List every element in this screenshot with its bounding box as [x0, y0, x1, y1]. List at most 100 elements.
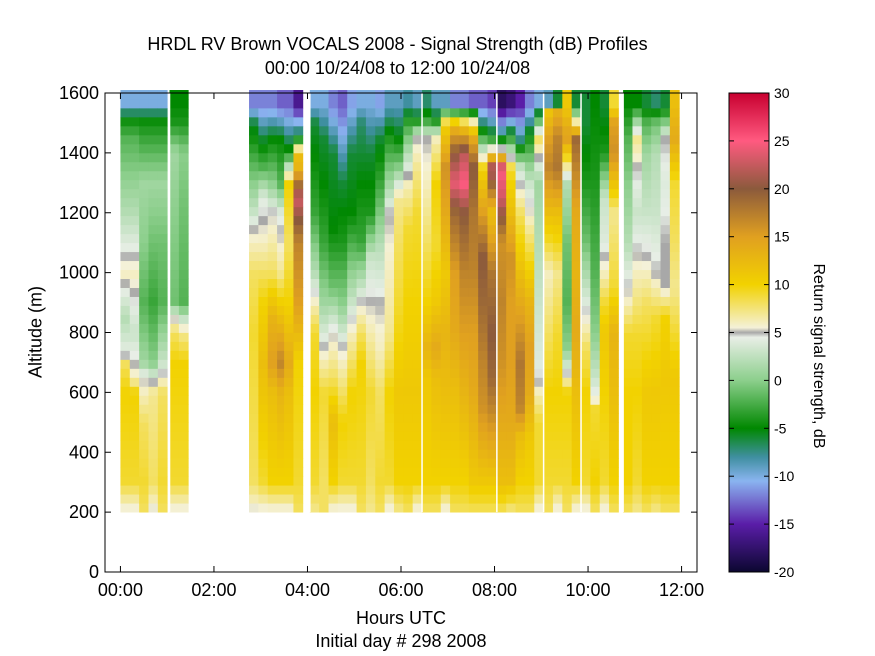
heatmap-cell	[403, 341, 414, 351]
heatmap-cell	[496, 314, 507, 324]
heatmap-cell	[412, 143, 423, 154]
heatmap-cell	[337, 152, 348, 163]
heatmap-cell	[412, 90, 423, 100]
heatmap-cell	[552, 449, 563, 459]
heatmap-cell	[328, 134, 339, 145]
heatmap-cell	[129, 449, 140, 459]
heatmap-cell	[267, 422, 278, 432]
heatmap-cell	[403, 404, 414, 414]
heatmap-cell	[431, 269, 442, 280]
heatmap-cell	[422, 161, 432, 172]
heatmap-cell	[284, 107, 294, 118]
heatmap-cell	[309, 242, 320, 253]
heatmap-cell	[375, 179, 386, 190]
heatmap-cell	[660, 188, 671, 199]
heatmap-cell	[309, 440, 320, 450]
heatmap-cell	[651, 314, 661, 324]
heatmap-cell	[365, 386, 376, 396]
heatmap-cell	[319, 467, 329, 477]
heatmap-cell	[412, 296, 423, 306]
heatmap-cell	[258, 485, 269, 495]
heatmap-cell	[148, 404, 159, 414]
heatmap-cell	[258, 251, 269, 262]
heatmap-cell	[534, 458, 545, 468]
heatmap-cell	[459, 242, 470, 253]
heatmap-cell	[506, 188, 516, 199]
heatmap-cell	[249, 179, 259, 190]
heatmap-cell	[660, 386, 671, 396]
heatmap-cell	[660, 413, 671, 423]
heatmap-cell	[590, 278, 601, 288]
heatmap-cell	[365, 152, 376, 163]
heatmap-cell	[468, 152, 479, 163]
heatmap-cell	[328, 170, 339, 181]
heatmap-cell	[431, 188, 442, 199]
heatmap-cell	[515, 269, 526, 280]
heatmap-cell	[506, 485, 516, 495]
heatmap-cell	[632, 116, 643, 127]
heatmap-cell	[393, 170, 404, 181]
colorbar-tick-label: 30	[774, 85, 790, 101]
heatmap-cell	[440, 134, 451, 145]
heatmap-cell	[267, 125, 278, 136]
heatmap-cell	[139, 179, 149, 190]
heatmap-cell	[623, 386, 633, 396]
heatmap-cell	[284, 90, 294, 100]
heatmap-cell	[524, 206, 535, 217]
heatmap-cell	[506, 296, 516, 306]
heatmap-cell	[309, 233, 320, 244]
heatmap-cell	[129, 323, 140, 333]
heatmap-cell	[267, 206, 278, 217]
heatmap-cell	[543, 377, 554, 387]
heatmap-cell	[309, 332, 320, 342]
heatmap-cell	[524, 413, 535, 423]
heatmap-cell	[487, 314, 498, 324]
heatmap-cell	[440, 152, 451, 163]
heatmap-cell	[669, 269, 680, 280]
y-tick-label: 1400	[59, 143, 99, 163]
heatmap-cell	[393, 323, 404, 333]
heatmap-cell	[384, 161, 395, 172]
heatmap-cell	[496, 260, 507, 271]
heatmap-cell	[169, 188, 180, 199]
heatmap-cell	[524, 305, 535, 315]
heatmap-cell	[169, 269, 180, 280]
heatmap-cell	[249, 90, 259, 100]
heatmap-cell	[641, 260, 652, 271]
heatmap-cell	[515, 404, 526, 414]
heatmap-cell	[581, 467, 591, 477]
heatmap-cell	[277, 215, 287, 226]
heatmap-cell	[562, 467, 573, 477]
heatmap-cell	[178, 107, 189, 118]
heatmap-cell	[669, 422, 680, 432]
heatmap-cell	[249, 386, 259, 396]
heatmap-cell	[623, 503, 633, 513]
heatmap-cell	[581, 287, 591, 297]
heatmap-cell	[157, 431, 168, 441]
heatmap-cell	[337, 251, 348, 262]
heatmap-cell	[347, 377, 357, 387]
heatmap-cell	[468, 161, 479, 172]
heatmap-cell	[157, 323, 168, 333]
heatmap-cell	[412, 413, 423, 423]
heatmap-cell	[468, 314, 479, 324]
heatmap-cell	[487, 467, 498, 477]
heatmap-cell	[496, 395, 507, 405]
heatmap-cell	[356, 98, 367, 109]
heatmap-cell	[277, 143, 287, 154]
heatmap-cell	[440, 287, 451, 297]
x-tick-label: 02:00	[191, 580, 236, 600]
heatmap-cell	[590, 449, 601, 459]
heatmap-cell	[440, 116, 451, 127]
heatmap-cell	[393, 458, 404, 468]
heatmap-cell	[139, 332, 149, 342]
heatmap-cell	[169, 413, 180, 423]
heatmap-cell	[590, 90, 601, 100]
heatmap-cell	[393, 269, 404, 280]
heatmap-cell	[169, 152, 180, 163]
heatmap-cell	[431, 440, 442, 450]
heatmap-cell	[328, 197, 339, 208]
heatmap-cell	[178, 467, 189, 477]
heatmap-cell	[552, 386, 563, 396]
heatmap-cell	[293, 458, 304, 468]
